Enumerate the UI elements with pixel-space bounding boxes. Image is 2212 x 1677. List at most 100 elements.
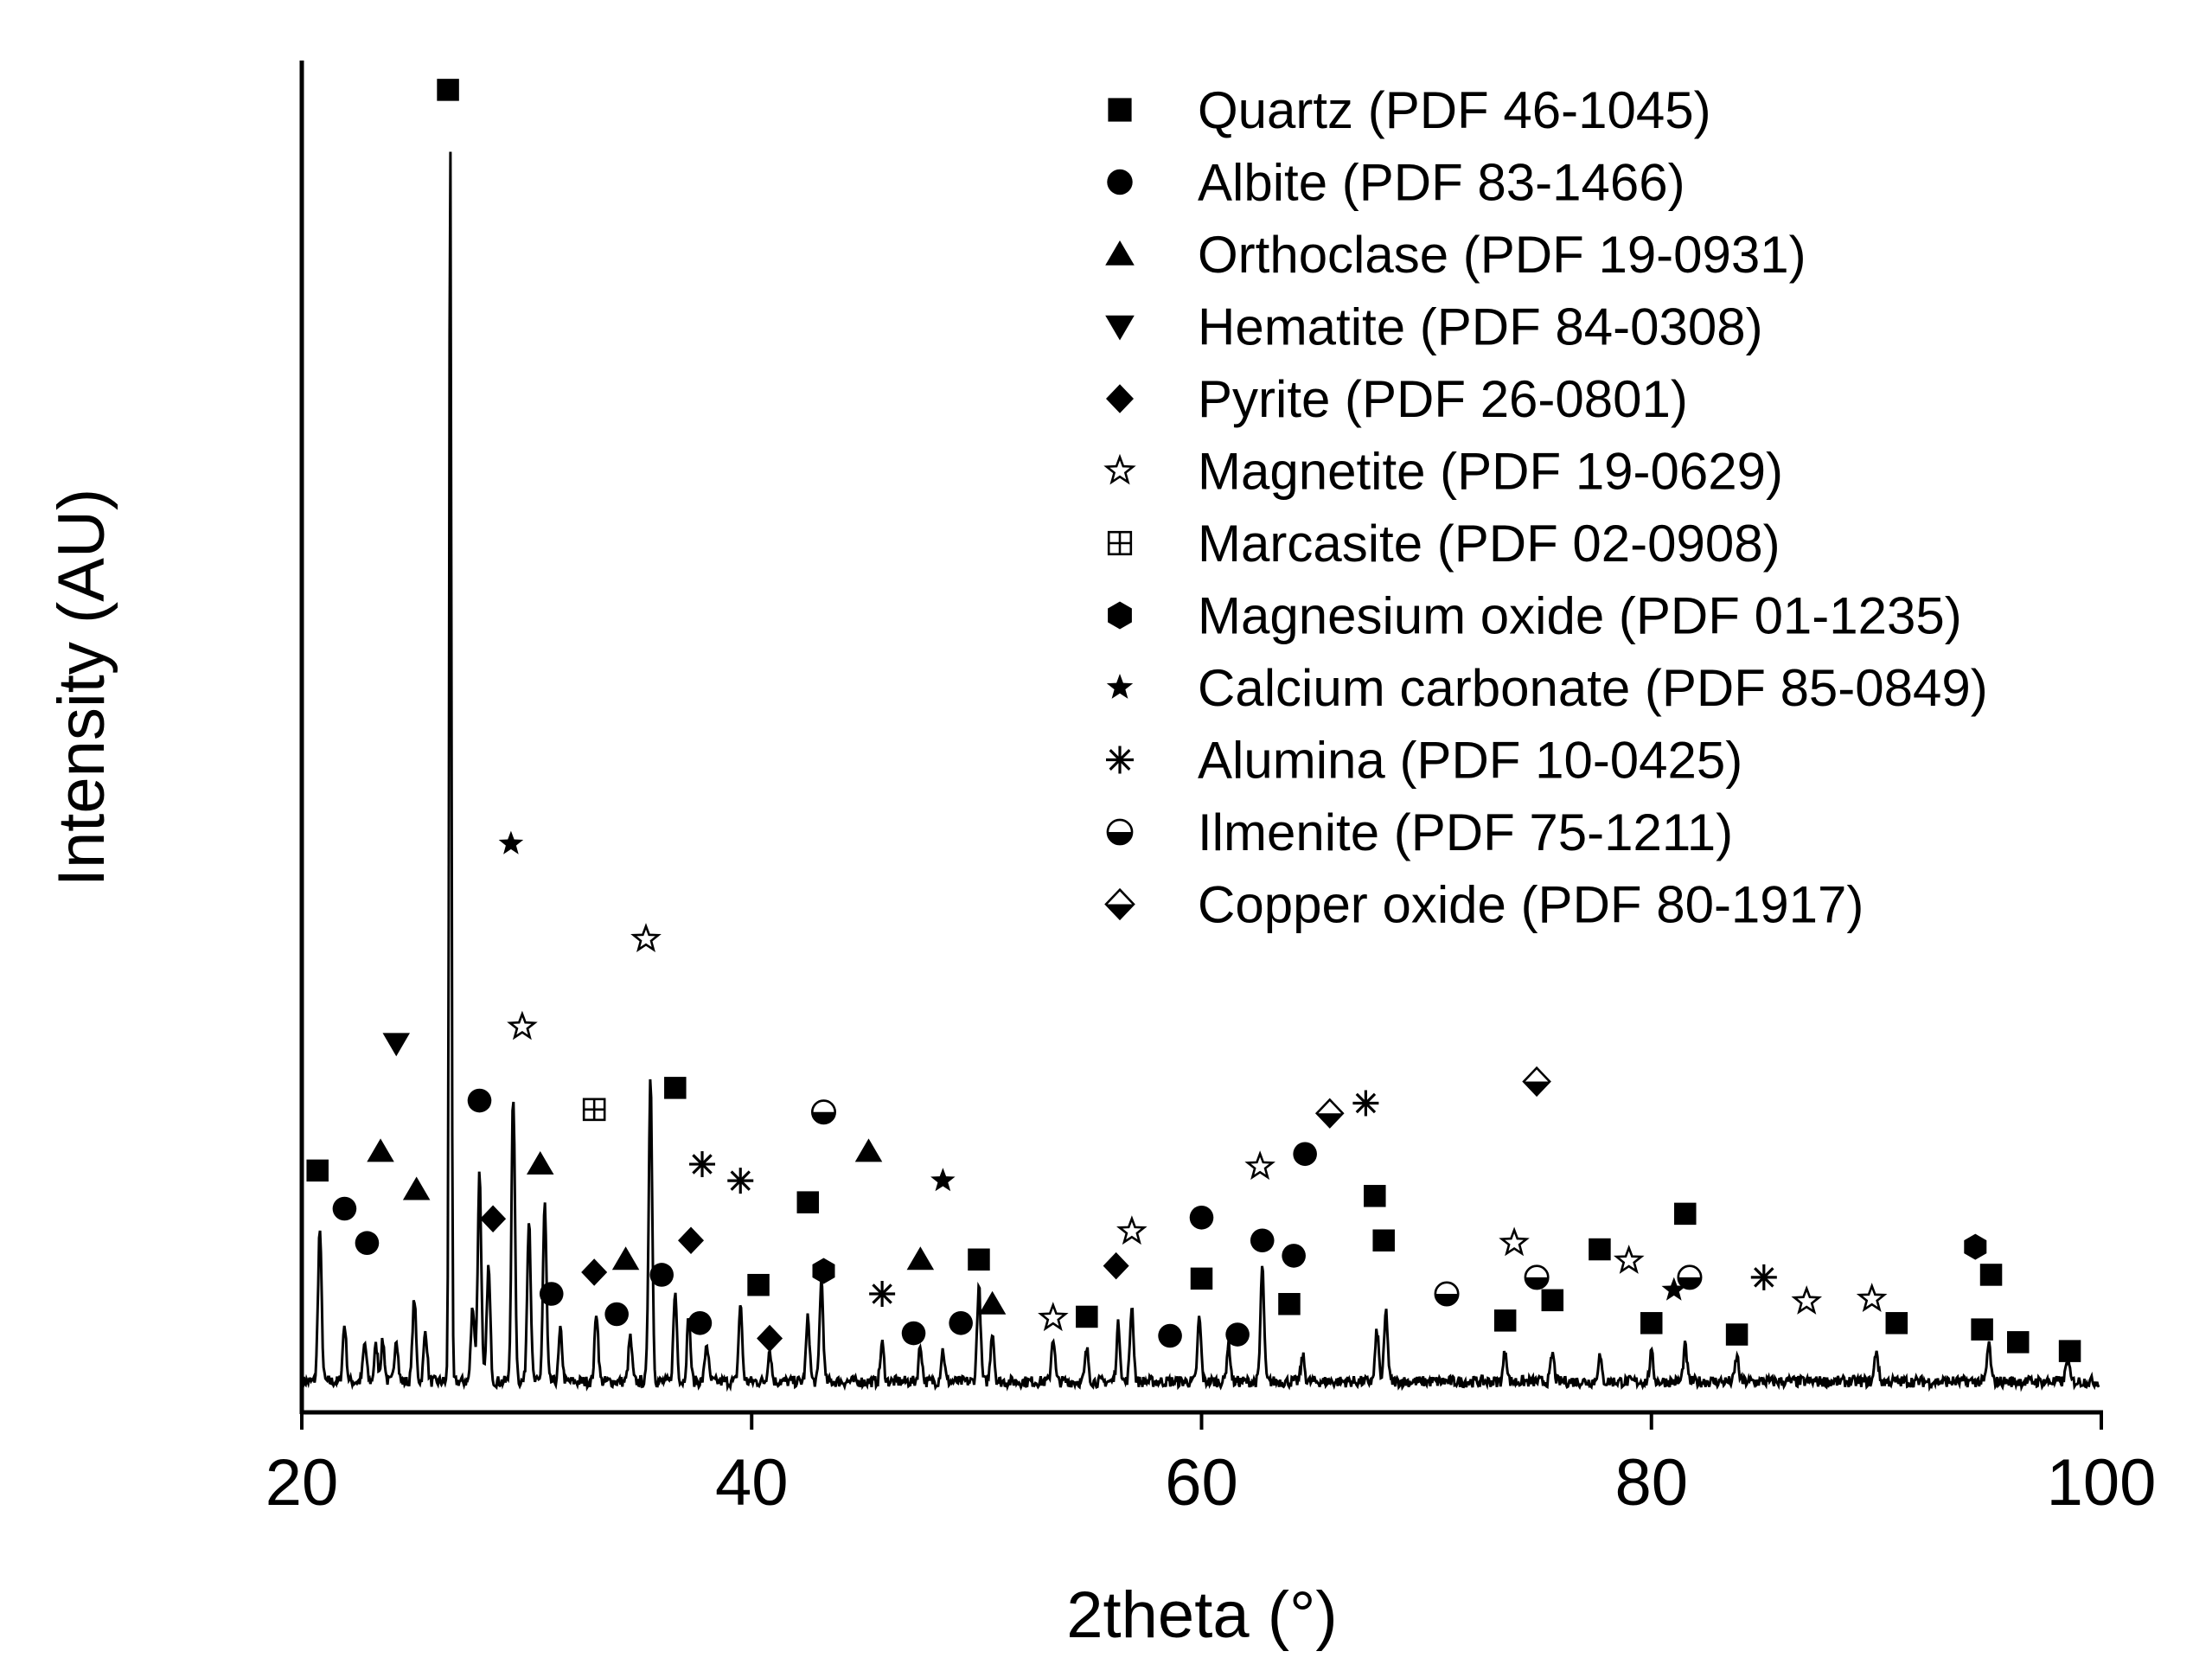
phase-markers — [306, 79, 2081, 1362]
marker-circle — [687, 1311, 713, 1335]
marker-circle — [1158, 1323, 1182, 1348]
legend-label: Hematite (PDF 84-0308) — [1198, 298, 1763, 356]
marker-circle — [332, 1196, 357, 1221]
marker-star-open — [1613, 1245, 1645, 1274]
legend-label: Calcium carbonate (PDF 85-0849) — [1198, 659, 1988, 717]
legend-item: Alumina (PDF 10-0425) — [1106, 732, 1742, 790]
marker-star-filled — [498, 830, 524, 855]
legend-label: Pyrite (PDF 26-0801) — [1198, 370, 1688, 428]
marker-triangle-up — [402, 1176, 431, 1200]
legend-label: Orthoclase (PDF 19-0931) — [1198, 226, 1806, 284]
legend-symbol-square-cross — [1107, 530, 1133, 556]
marker-square — [2058, 1340, 2081, 1362]
marker-square — [1979, 1264, 2003, 1286]
marker-asterisk — [1352, 1090, 1379, 1117]
marker-star-filled — [930, 1168, 956, 1192]
marker-square — [747, 1273, 770, 1296]
marker-diamond-half — [1522, 1066, 1551, 1098]
marker-diamond — [678, 1226, 705, 1254]
x-tick-label: 100 — [2047, 1446, 2157, 1520]
marker-circle-half — [1524, 1264, 1550, 1290]
legend-label: Magnetite (PDF 19-0629) — [1198, 443, 1783, 501]
marker-triangle-up — [854, 1138, 883, 1162]
marker-asterisk — [869, 1280, 896, 1307]
marker-circle-half — [810, 1099, 836, 1125]
legend-item: Orthoclase (PDF 19-0931) — [1105, 226, 1806, 284]
marker-square — [1076, 1305, 1098, 1328]
marker-circle — [539, 1282, 564, 1306]
marker-circle-half — [1434, 1281, 1460, 1307]
marker-square — [306, 1159, 329, 1182]
marker-square — [664, 1077, 687, 1099]
marker-square — [968, 1248, 990, 1271]
legend-item: Copper oxide (PDF 80-1917) — [1104, 876, 1864, 934]
marker-circle — [1189, 1205, 1214, 1230]
legend-item: Marcasite (PDF 02-0908) — [1107, 515, 1780, 573]
marker-circle — [1282, 1244, 1306, 1268]
marker-diamond — [581, 1258, 608, 1286]
marker-triangle-up — [367, 1138, 394, 1162]
marker-circle-half — [1677, 1264, 1703, 1290]
legend-item: Albite (PDF 83-1466) — [1107, 154, 1685, 212]
marker-triangle-down — [382, 1033, 411, 1057]
marker-asterisk — [689, 1151, 716, 1178]
legend-item: Hematite (PDF 84-0308) — [1105, 298, 1763, 356]
marker-square — [796, 1191, 820, 1213]
legend-symbol-triangle-up — [1105, 240, 1135, 266]
marker-square — [1725, 1323, 1749, 1346]
legend-symbol-star-open — [1103, 453, 1136, 485]
x-tick-label: 20 — [265, 1446, 339, 1520]
legend: Quartz (PDF 46-1045) Albite (PDF 83-1466)… — [1103, 81, 1988, 934]
marker-circle — [1250, 1228, 1275, 1253]
legend-item: Magnetite (PDF 19-0629) — [1103, 443, 1783, 501]
marker-hexagon — [1964, 1233, 1987, 1260]
marker-hexagon — [812, 1258, 835, 1284]
marker-square — [1493, 1309, 1517, 1332]
marker-star-open — [1038, 1302, 1069, 1332]
marker-triangle-up — [978, 1290, 1007, 1315]
marker-triangle-up — [611, 1246, 640, 1271]
marker-circle — [901, 1321, 926, 1346]
legend-label: Copper oxide (PDF 80-1917) — [1198, 876, 1864, 934]
marker-square — [2007, 1331, 2030, 1354]
legend-label: Magnesium oxide (PDF 01-1235) — [1198, 587, 1962, 645]
marker-star-open — [507, 1010, 538, 1040]
marker-circle — [355, 1231, 380, 1255]
legend-symbol-asterisk — [1106, 746, 1134, 774]
x-tick-label: 80 — [1614, 1446, 1688, 1520]
marker-star-open — [1244, 1150, 1275, 1181]
legend-symbol-circle — [1107, 169, 1133, 195]
marker-square — [1589, 1238, 1611, 1261]
legend-symbol-diamond — [1106, 384, 1134, 413]
legend-symbol-star-filled — [1106, 674, 1134, 699]
legend-label: Quartz (PDF 46-1045) — [1198, 81, 1711, 139]
marker-star-open — [1116, 1215, 1148, 1245]
legend-symbol-circle-half — [1106, 818, 1134, 846]
legend-label: Ilmenite (PDF 75-1211) — [1198, 803, 1733, 861]
x-tick-label: 40 — [715, 1446, 789, 1520]
marker-square — [1674, 1202, 1697, 1226]
x-axis-label: 2theta (°) — [1066, 1578, 1337, 1652]
marker-star-open — [1856, 1283, 1888, 1312]
legend-symbol-hexagon — [1108, 601, 1132, 630]
x-axis-ticks: 20 40 60 80 100 — [265, 1412, 2157, 1520]
x-tick-label: 60 — [1165, 1446, 1238, 1520]
marker-square — [1971, 1318, 1993, 1341]
legend-symbol-square — [1108, 98, 1132, 122]
marker-circle — [1293, 1142, 1317, 1167]
legend-item: Magnesium oxide (PDF 01-1235) — [1108, 587, 1962, 645]
y-axis-label: Intensity (AU) — [45, 489, 118, 887]
legend-label: Albite (PDF 83-1466) — [1198, 154, 1685, 212]
marker-triangle-up — [526, 1151, 554, 1175]
legend-item: Quartz (PDF 46-1045) — [1108, 81, 1711, 139]
marker-diamond — [757, 1324, 783, 1353]
marker-asterisk — [1750, 1264, 1777, 1290]
marker-circle — [949, 1311, 973, 1335]
legend-label: Alumina (PDF 10-0425) — [1198, 732, 1742, 790]
marker-diamond-half — [1314, 1098, 1345, 1129]
legend-label: Marcasite (PDF 02-0908) — [1198, 515, 1780, 573]
marker-square — [1885, 1312, 1908, 1335]
legend-item: Pyrite (PDF 26-0801) — [1106, 370, 1688, 428]
